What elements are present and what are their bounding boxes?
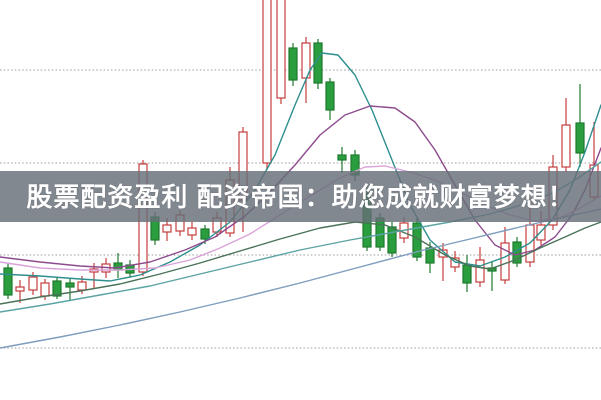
promo-banner[interactable]: 股票配资盈利 配资帝国：助您成就财富梦想！ (0, 171, 601, 222)
candle (262, 0, 272, 170)
ma-line-ma-fast-teal (0, 52, 601, 282)
candle (276, 0, 286, 104)
candle (301, 37, 311, 103)
banner-text: 股票配资盈利 配资帝国：助您成就财富梦想！ (26, 181, 575, 212)
ma-line-ma-long-steelblue (0, 208, 601, 349)
candle (52, 277, 62, 299)
candle (462, 255, 472, 292)
candle (288, 43, 298, 86)
candle (187, 222, 197, 240)
ma-line-ma-dark-green (0, 221, 601, 305)
candle (561, 98, 571, 172)
gridlines (0, 69, 601, 349)
candle (125, 260, 135, 277)
candle (487, 261, 497, 291)
candle (313, 39, 323, 89)
candle (65, 278, 75, 300)
candle (15, 280, 25, 303)
candle (113, 253, 123, 278)
candles-group (3, 0, 599, 303)
candle (337, 147, 347, 173)
candle (3, 263, 13, 299)
candle (575, 84, 585, 167)
candle (325, 78, 335, 120)
